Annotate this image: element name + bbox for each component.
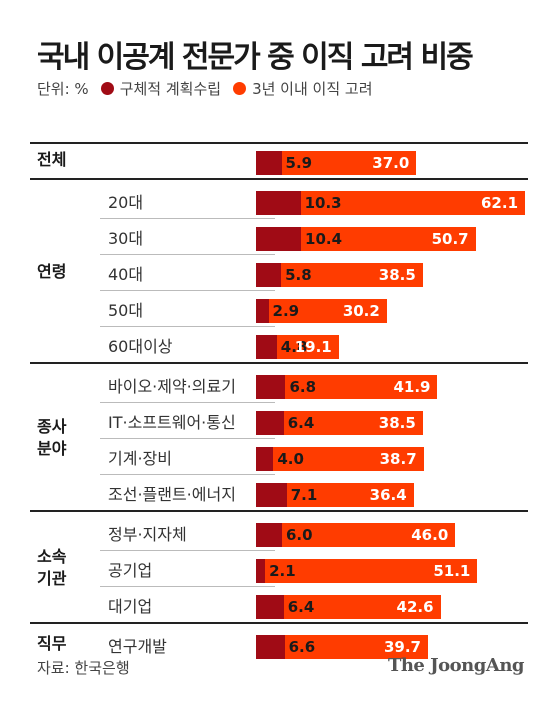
bar-series2	[256, 447, 424, 471]
legend: 단위: % 구체적 계획수립 3년 이내 이직 고려	[37, 78, 373, 99]
value-label-series1: 6.6	[288, 638, 316, 656]
row-divider	[100, 290, 275, 291]
value-label-series1: 6.4	[287, 598, 315, 616]
bar-series1	[256, 191, 301, 215]
value-label-series1: 5.8	[285, 266, 312, 284]
value-label-series2: 50.7	[431, 230, 469, 248]
row-label: 연구개발	[108, 637, 167, 656]
value-label-series1: 7.1	[290, 486, 318, 504]
value-label-series1: 6.8	[289, 378, 317, 396]
bar-series2	[256, 191, 525, 215]
row-label: 20대	[108, 193, 144, 212]
bar-series2	[256, 523, 456, 547]
value-label-series2: 37.0	[372, 154, 410, 172]
row-divider	[100, 586, 275, 587]
row-label: 공기업	[108, 561, 153, 580]
value-label-series2: 38.5	[378, 414, 416, 432]
bar-series1	[256, 483, 287, 507]
bar-series2	[256, 635, 428, 659]
row-label: 30대	[108, 229, 144, 248]
legend-label-series2: 3년 이내 이직 고려	[252, 80, 373, 98]
legend-label-series1: 구체적 계획수립	[119, 80, 222, 98]
row-divider	[100, 254, 275, 255]
row-label: 정부·지자체	[108, 525, 187, 544]
group-divider	[30, 622, 528, 624]
value-label-series1: 6.0	[285, 526, 313, 544]
legend-item-series2: 3년 이내 이직 고려	[233, 78, 373, 99]
bar-series2	[256, 559, 478, 583]
bar-series1	[256, 523, 282, 547]
group-label: 전체	[37, 150, 67, 169]
bar-series1	[256, 635, 285, 659]
row-divider	[100, 474, 275, 475]
value-label-series2: 41.9	[393, 378, 431, 396]
bar-series1	[256, 559, 266, 583]
value-label-series1: 5.9	[285, 154, 313, 172]
value-label-series1: 2.1	[269, 562, 296, 580]
legend-swatch-series2	[233, 82, 247, 95]
value-label-series2: 38.7	[379, 450, 417, 468]
value-label-series2: 62.1	[481, 194, 519, 212]
brand-logo: The JoongAng	[387, 655, 525, 676]
value-label-series1: 10.4	[305, 230, 343, 248]
bar-series1	[256, 299, 269, 323]
group-divider	[30, 178, 528, 180]
bar-series1	[256, 151, 282, 175]
bar-series1	[256, 375, 286, 399]
legend-swatch-series1	[100, 82, 114, 95]
row-divider	[100, 550, 275, 551]
value-label-series2: 36.4	[369, 486, 407, 504]
row-label: 바이오·제약·의료기	[108, 377, 236, 396]
bar-series2	[256, 299, 387, 323]
value-label-series1: 4.8	[280, 338, 308, 356]
bar-series1	[256, 263, 282, 287]
group-label: 직무	[37, 634, 67, 653]
bar-series1	[256, 335, 277, 359]
bar-series2	[256, 263, 423, 287]
unit-label: 단위: %	[37, 80, 89, 98]
legend-item-series1: 구체적 계획수립	[100, 78, 222, 99]
value-label-series1: 6.4	[287, 414, 315, 432]
row-divider	[100, 218, 275, 219]
row-divider	[100, 402, 275, 403]
row-divider	[100, 438, 275, 439]
bar-series1	[256, 447, 274, 471]
group-divider	[30, 510, 528, 512]
group-label: 연령	[37, 262, 67, 281]
chart-title: 국내 이공계 전문가 중 이직 고려 비중	[37, 40, 474, 75]
row-label: 60대이상	[108, 337, 173, 356]
bar-series1	[256, 411, 284, 435]
value-label-series2: 42.6	[396, 598, 434, 616]
value-label-series1: 2.9	[272, 302, 300, 320]
row-label: 50대	[108, 301, 144, 320]
bar-series1	[256, 595, 284, 619]
value-label-series2: 30.2	[342, 302, 380, 320]
row-label: 조선·플랜트·에너지	[108, 485, 236, 504]
value-label-series2: 39.7	[383, 638, 421, 656]
bar-series2	[256, 151, 417, 175]
bar-series1	[256, 227, 302, 251]
row-label: IT·소프트웨어·통신	[108, 413, 236, 432]
source-note: 자료: 한국은행	[37, 659, 130, 677]
group-label: 종사 분야	[37, 417, 67, 458]
bar-series2	[256, 375, 438, 399]
value-label-series1: 4.0	[277, 450, 304, 468]
row-label: 40대	[108, 265, 144, 284]
row-label: 대기업	[108, 597, 153, 616]
value-label-series2: 51.1	[433, 562, 471, 580]
group-label: 소속 기관	[37, 547, 67, 588]
value-label-series2: 38.5	[378, 266, 416, 284]
value-label-series1: 10.3	[304, 194, 342, 212]
bar-series2	[256, 411, 423, 435]
bar-series2	[256, 595, 441, 619]
row-label: 기계·장비	[108, 449, 172, 468]
value-label-series2: 46.0	[411, 526, 449, 544]
row-divider	[100, 326, 275, 327]
value-label-series2: 19.1	[294, 338, 332, 356]
group-divider	[30, 142, 528, 144]
group-divider	[30, 362, 528, 364]
